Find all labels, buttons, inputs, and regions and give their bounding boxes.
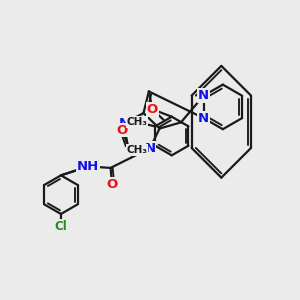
Text: N: N: [198, 112, 209, 124]
Text: O: O: [147, 103, 158, 116]
Text: O: O: [106, 178, 118, 191]
Text: Cl: Cl: [55, 220, 67, 233]
Text: CH₃: CH₃: [127, 117, 148, 127]
Text: O: O: [117, 124, 128, 136]
Text: CH₃: CH₃: [127, 145, 148, 155]
Text: NH: NH: [77, 160, 99, 173]
Text: N: N: [118, 117, 129, 130]
Text: N: N: [144, 142, 155, 155]
Text: N: N: [198, 89, 209, 102]
